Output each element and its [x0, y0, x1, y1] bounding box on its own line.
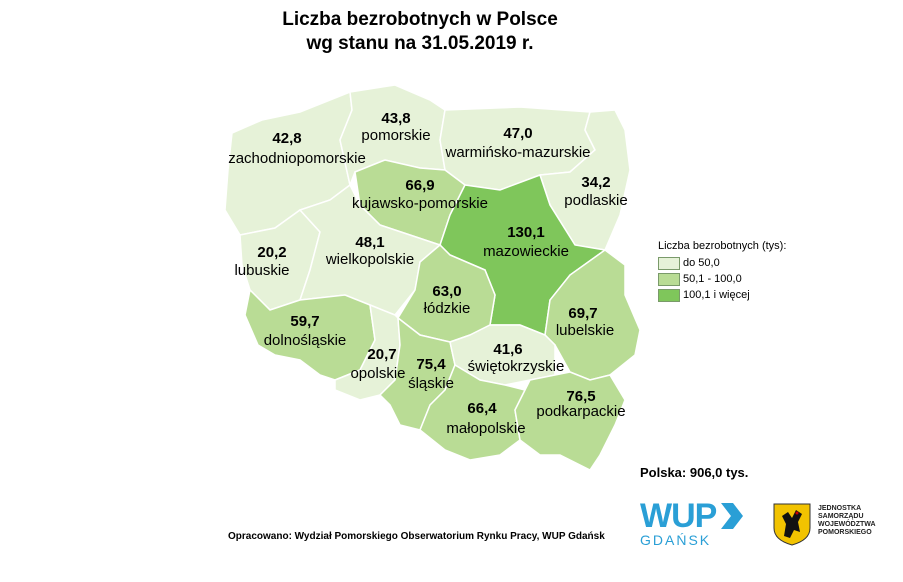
- title-line-2: wg stanu na 31.05.2019 r.: [306, 33, 534, 54]
- region-podkarpackie: [514, 371, 626, 471]
- region-name: śląskie: [408, 375, 454, 392]
- crest-caption-line: POMORSKIEGO: [818, 529, 872, 536]
- region-name: świętokrzyskie: [467, 358, 565, 375]
- legend-label: 50,1 - 100,0: [683, 273, 742, 285]
- legend-label: do 50,0: [683, 257, 720, 269]
- region-value: 34,2: [581, 174, 611, 191]
- region-value: 76,5: [566, 388, 596, 405]
- crest-caption-line: WOJEWÓDZTWA: [818, 521, 876, 528]
- region-name: warmińsko-mazurskie: [445, 144, 591, 161]
- region-value: 41,6: [493, 341, 523, 358]
- chevron-right-icon: [721, 503, 744, 529]
- wup-logo-city: GDAŃSK: [640, 532, 712, 548]
- legend-swatch: [658, 256, 680, 270]
- region-name: mazowieckie: [483, 243, 569, 260]
- legend-item: 100,1 i więcej: [658, 287, 786, 303]
- crest-caption-line: JEDNOSTKA: [818, 505, 862, 512]
- region-name: wielkopolskie: [325, 251, 415, 268]
- legend-item: do 50,0: [658, 255, 786, 271]
- region-value: 43,8: [381, 110, 411, 127]
- legend-swatch: [658, 288, 680, 302]
- region-value: 59,7: [290, 313, 320, 330]
- region-name: łódzkie: [423, 300, 471, 317]
- region-value: 63,0: [432, 283, 462, 300]
- region-value: 130,1: [507, 224, 545, 241]
- region-value: 75,4: [416, 356, 446, 373]
- region-name: podkarpackie: [536, 403, 626, 420]
- legend-title: Liczba bezrobotnych (tys):: [658, 240, 787, 252]
- region-value: 47,0: [503, 125, 533, 142]
- map-legend: Liczba bezrobotnych (tys): do 50,0 50,1 …: [658, 240, 786, 303]
- region-value: 66,4: [467, 400, 497, 417]
- region-name: opolskie: [350, 365, 406, 382]
- wup-logo: WUP GDAŃSK: [640, 497, 744, 548]
- region-value: 20,7: [367, 346, 397, 363]
- total-unemployed: Polska: 906,0 tys.: [640, 465, 749, 480]
- region-value: 42,8: [272, 130, 302, 147]
- region-value: 20,2: [257, 244, 287, 261]
- map-title: Liczba bezrobotnych w Polsce wg stanu na…: [0, 8, 840, 56]
- region-name: lubelskie: [555, 322, 615, 339]
- title-line-1: Liczba bezrobotnych w Polsce: [282, 9, 558, 30]
- region-malopolskie: [419, 363, 527, 461]
- region-name: małopolskie: [446, 420, 526, 437]
- region-value: 69,7: [568, 305, 598, 322]
- region-name: pomorskie: [361, 127, 431, 144]
- region-name: kujawsko-pomorskie: [352, 195, 488, 212]
- region-value: 66,9: [405, 177, 435, 194]
- region-value: 48,1: [355, 234, 385, 251]
- legend-item: 50,1 - 100,0: [658, 271, 786, 287]
- region-name: zachodniopomorskie: [228, 150, 366, 167]
- legend-swatch: [658, 272, 680, 286]
- region-name: podlaskie: [564, 192, 628, 209]
- crest-caption-line: SAMORZĄDU: [818, 513, 864, 520]
- region-name: lubuskie: [234, 262, 290, 279]
- legend-label: 100,1 i więcej: [683, 289, 750, 301]
- region-name: dolnośląskie: [263, 332, 347, 349]
- source-credit: Opracowano: Wydział Pomorskiego Obserwat…: [228, 531, 605, 542]
- crest-caption: JEDNOSTKA SAMORZĄDU WOJEWÓDZTWA POMORSKI…: [818, 505, 876, 537]
- wup-logo-text: WUP: [640, 497, 717, 535]
- griffin-crest-icon: [773, 503, 811, 546]
